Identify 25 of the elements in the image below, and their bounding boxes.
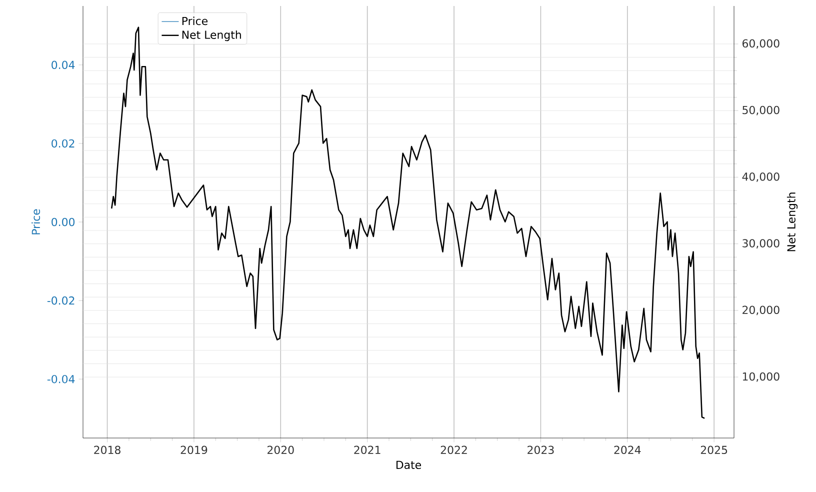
y2-tick-label: 10,000 xyxy=(742,372,780,382)
x-tick-label: 2021 xyxy=(354,446,380,454)
y2-tick-label: 30,000 xyxy=(742,239,780,249)
x-tick-label: 2024 xyxy=(614,446,641,454)
y2-tick-label: 40,000 xyxy=(742,172,780,182)
y2-tick-label: 20,000 xyxy=(742,306,780,316)
x-tick-label: 2022 xyxy=(440,446,467,454)
y-tick-label: -0.02 xyxy=(47,296,74,305)
x-tick-label: 2018 xyxy=(94,446,120,454)
y-tick-label: 0.02 xyxy=(52,139,74,148)
legend-label: Net Length xyxy=(182,30,241,42)
y-tick-label: -0.04 xyxy=(47,374,75,384)
y-axis-title: Price xyxy=(32,209,40,234)
x-tick-label: 2025 xyxy=(700,446,728,454)
y2-tick-label: 50,000 xyxy=(742,106,780,116)
x-tick-label: 2020 xyxy=(267,446,294,454)
x-axis-title: Date xyxy=(396,460,422,470)
y2-tick-label: 60,000 xyxy=(742,39,780,49)
x-tick-label: 2023 xyxy=(528,446,554,454)
y-tick-label: 0.00 xyxy=(52,218,75,226)
x-tick-label: 2019 xyxy=(180,446,208,454)
y-tick-label: 0.04 xyxy=(52,60,75,70)
line-series xyxy=(110,26,706,419)
legend-label: Price xyxy=(182,16,208,26)
y2-axis-title: Net Length xyxy=(786,192,798,252)
